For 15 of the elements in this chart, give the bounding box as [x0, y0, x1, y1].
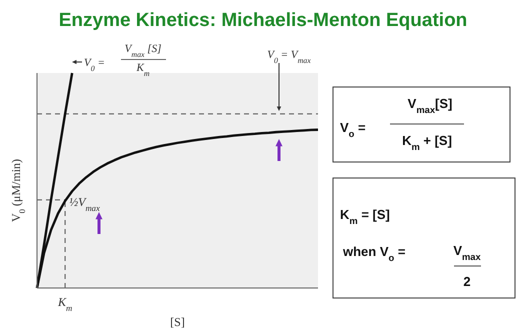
annotation: K$_{m}$ — [135, 62, 150, 78]
text: V$_{o}$ = — [340, 120, 366, 139]
ref-line-label: ½V$_{max}$ — [69, 194, 100, 213]
text: K$_{m}$ — [56, 295, 72, 313]
text: V$_{0}$ = V$_{max}$ — [267, 49, 312, 64]
text: when V$_{o}$ = — [342, 244, 406, 263]
chart-title: Enzyme Kinetics: Michaelis-Menton Equation — [58, 10, 468, 31]
text: V$_{max}$ — [453, 243, 482, 262]
text: V$_{max}$[S] — [408, 96, 452, 115]
text: K$_{m}$ = [S] — [340, 207, 390, 226]
text: 2 — [463, 274, 471, 289]
text: K$_{m}$ + [S] — [402, 133, 452, 152]
text: V$_{max}$ [S] — [124, 43, 162, 58]
text: V$_{0}$ = — [84, 57, 105, 72]
x-axis-title: [S] — [170, 315, 185, 329]
